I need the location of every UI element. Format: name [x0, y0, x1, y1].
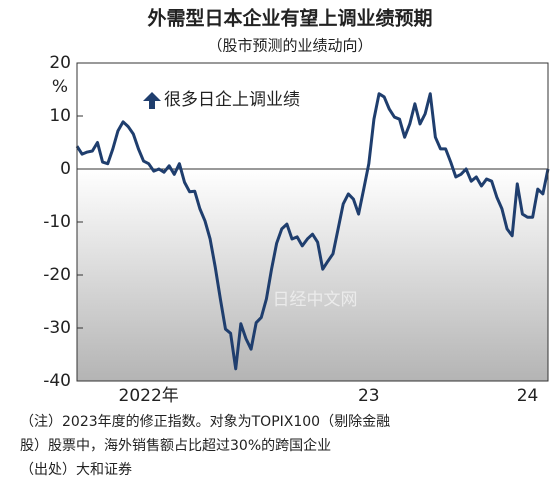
note-line: 股）股票中，海外销售额占比超过30%的跨国企业 [20, 437, 331, 454]
plot-area: -40 -30 -20 -10 0 10 20 2022年 23 24 [43, 53, 550, 406]
x-tick-label: 2022年 [119, 386, 179, 406]
arrow-icon [143, 92, 161, 109]
chart-title: 外需型日本企业有望上调业绩预期 [147, 7, 432, 30]
annotation: 很多日企上调业绩 [164, 90, 300, 110]
y-tick-label: 20 [49, 53, 71, 73]
y-tick-label: 0 [60, 159, 71, 179]
y-tick-label: -20 [43, 265, 71, 285]
negative-zone [77, 169, 548, 381]
data-line [75, 92, 550, 371]
watermark: 日经中文网 [273, 290, 358, 310]
plot-frame [76, 62, 549, 382]
y-unit: % [52, 77, 68, 97]
y-tick-label: 10 [49, 106, 71, 126]
y-tick-label: -30 [43, 318, 71, 338]
note-line: （出处）大和证券 [20, 462, 132, 478]
y-tick-label: -40 [43, 371, 71, 391]
y-tick-label: -10 [43, 212, 71, 232]
chart-subtitle: （股市预测的业绩动向） [207, 37, 372, 55]
x-tick-label: 23 [358, 386, 380, 406]
x-tick-label: 24 [517, 386, 539, 406]
note-line: （注）2023年度的修正指数。对象为TOPIX100（剔除金融 [20, 414, 390, 430]
